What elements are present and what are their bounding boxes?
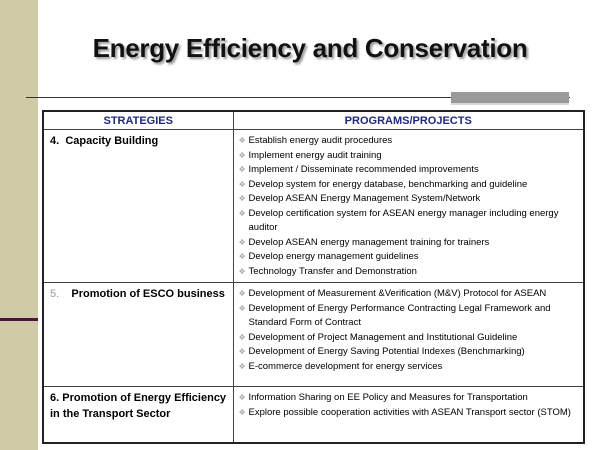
- table-header-row: STRATEGIES PROGRAMS/PROJECTS: [42, 110, 585, 130]
- programs-cell: Information Sharing on EE Policy and Mea…: [232, 386, 585, 444]
- strategy-cell: 5. Promotion of ESCO business: [42, 282, 234, 387]
- program-item: Development of Energy Saving Potential I…: [239, 345, 579, 360]
- title-rule: [26, 97, 570, 98]
- program-item: Implement energy audit training: [239, 149, 579, 164]
- table-row: 4. Capacity Building Establish energy au…: [42, 129, 585, 283]
- strategy-number: 4.: [50, 135, 60, 147]
- accent-bar-shadow: [451, 103, 569, 105]
- programs-cell: Development of Measurement &Verification…: [232, 282, 585, 387]
- program-list: Establish energy audit procedures Implem…: [235, 131, 583, 281]
- program-item: Develop certification system for ASEAN e…: [239, 207, 579, 236]
- table-row: 6. Promotion of Energy Efficiency in the…: [42, 386, 585, 444]
- left-decorative-band: [0, 0, 38, 450]
- strategy-cell: 6. Promotion of Energy Efficiency in the…: [42, 386, 234, 444]
- header-strategies: STRATEGIES: [42, 110, 234, 130]
- strategy-label: Promotion of Energy Efficiency in the Tr…: [50, 392, 227, 420]
- strategy-number: 5.: [50, 288, 60, 300]
- header-programs: PROGRAMS/PROJECTS: [232, 110, 585, 130]
- program-list: Development of Measurement &Verification…: [235, 284, 583, 376]
- program-item: Develop system for energy database, benc…: [239, 178, 579, 193]
- slide-title: Energy Efficiency and Conservation: [92, 33, 528, 63]
- band-divider: [0, 318, 38, 321]
- strategy-label: Capacity Building: [65, 135, 159, 147]
- strategy-cell: 4. Capacity Building: [42, 129, 234, 283]
- strategy-number: 6.: [50, 392, 60, 404]
- programs-cell: Establish energy audit procedures Implem…: [232, 129, 585, 283]
- program-item: Develop energy management guidelines: [239, 250, 579, 265]
- program-list: Information Sharing on EE Policy and Mea…: [235, 388, 583, 422]
- program-item: Develop ASEAN Energy Management System/N…: [239, 192, 579, 207]
- accent-bar: [451, 92, 569, 103]
- program-item: Development of Energy Performance Contra…: [239, 302, 579, 331]
- program-item: Development of Measurement &Verification…: [239, 287, 579, 302]
- program-item: Development of Project Management and In…: [239, 331, 579, 346]
- program-item: Information Sharing on EE Policy and Mea…: [239, 391, 579, 406]
- program-item: Develop ASEAN energy management training…: [239, 236, 579, 251]
- strategy-label: Promotion of ESCO business: [71, 288, 225, 300]
- strategies-table: STRATEGIES PROGRAMS/PROJECTS 4. Capacity…: [42, 110, 585, 444]
- program-item: Explore possible cooperation activities …: [239, 406, 579, 421]
- program-item: Technology Transfer and Demonstration: [239, 265, 579, 280]
- program-item: Implement / Disseminate recommended impr…: [239, 163, 579, 178]
- table-row: 5. Promotion of ESCO business Developmen…: [42, 282, 585, 387]
- program-item: Establish energy audit procedures: [239, 134, 579, 149]
- program-item: E-commerce development for energy servic…: [239, 360, 579, 375]
